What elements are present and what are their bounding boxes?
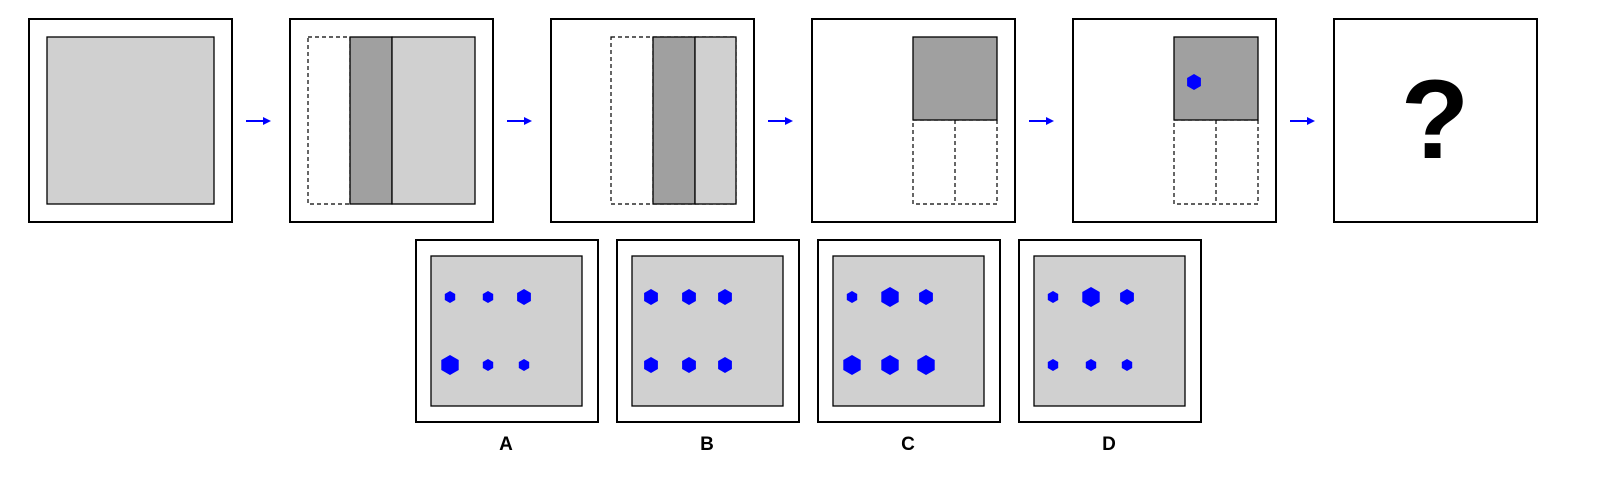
punched-hole	[1187, 74, 1201, 90]
arrow-icon	[1290, 117, 1315, 125]
folded-strip	[652, 36, 696, 205]
arrow-icon	[1029, 117, 1054, 125]
folded-strip	[349, 36, 393, 205]
sequence-panel-1	[28, 18, 233, 223]
arrow-icon	[768, 117, 793, 125]
hexagon-hole-icon	[1121, 359, 1133, 371]
hexagon-hole-icon	[919, 289, 933, 305]
option-label: A	[499, 434, 513, 455]
option-label: B	[700, 434, 714, 455]
hexagon-hole-icon	[881, 355, 899, 375]
hexagon-hole-icon	[917, 355, 935, 375]
sequence-panel-5	[1072, 18, 1277, 223]
sequence-panel-6: ?	[1333, 18, 1538, 223]
paper-square	[46, 36, 215, 205]
paper-remaining	[391, 36, 476, 205]
hexagon-hole-icon	[843, 355, 861, 375]
folded-square	[912, 36, 998, 121]
hexagon-hole-icon	[444, 291, 456, 303]
sequence-panel-4	[811, 18, 1016, 223]
hexagon-hole-icon	[644, 357, 658, 373]
option-d[interactable]: D	[1018, 239, 1202, 455]
hexagon-hole-icon	[1085, 359, 1097, 371]
hexagon-hole-icon	[1047, 359, 1059, 371]
hexagon-hole-icon	[482, 359, 494, 371]
hexagon-hole-icon	[1187, 74, 1201, 90]
fold-outline	[307, 36, 351, 205]
hexagon-hole-icon	[846, 291, 858, 303]
hexagon-hole-icon	[644, 289, 658, 305]
hexagon-hole-icon	[517, 289, 531, 305]
hexagon-hole-icon	[1082, 287, 1100, 307]
hexagon-hole-icon	[682, 289, 696, 305]
question-mark: ?	[1401, 57, 1469, 182]
option-c[interactable]: C	[817, 239, 1001, 455]
hexagon-hole-icon	[518, 359, 530, 371]
arrow-icon	[246, 117, 271, 125]
option-label: D	[1102, 434, 1116, 455]
arrow-icon	[507, 117, 532, 125]
hexagon-hole-icon	[1047, 291, 1059, 303]
hexagon-hole-icon	[482, 291, 494, 303]
sequence-panel-3	[550, 18, 755, 223]
option-label: C	[901, 434, 915, 455]
sequence-panel-2	[289, 18, 494, 223]
option-a[interactable]: A	[415, 239, 599, 455]
hexagon-hole-icon	[682, 357, 696, 373]
hexagon-hole-icon	[718, 357, 732, 373]
option-b[interactable]: B	[616, 239, 800, 455]
hexagon-hole-icon	[718, 289, 732, 305]
hexagon-hole-icon	[441, 355, 459, 375]
hexagon-hole-icon	[1120, 289, 1134, 305]
paper-remaining	[694, 36, 737, 205]
hexagon-hole-icon	[881, 287, 899, 307]
folded-square	[1173, 36, 1259, 121]
fold-outline	[610, 36, 737, 205]
